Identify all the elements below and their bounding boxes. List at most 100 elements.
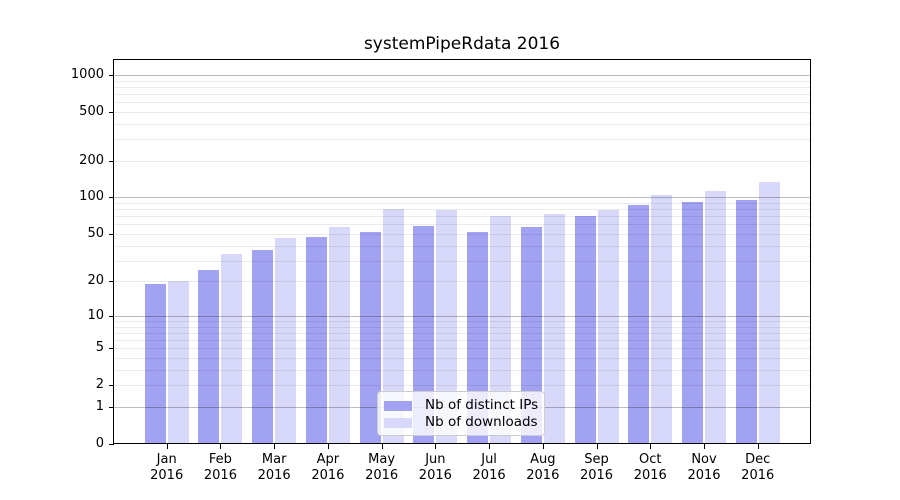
- bar-downloads: [167, 281, 189, 444]
- x-tick-mark: [596, 444, 598, 449]
- bar-downloads: [543, 214, 565, 444]
- y-tick-label: 2: [95, 377, 104, 393]
- bar-distinct-ips: [735, 200, 757, 444]
- gridline-minor: [114, 102, 811, 104]
- bar-distinct-ips: [252, 249, 274, 444]
- y-tick-mark: [109, 281, 114, 283]
- gridline-minor: [114, 86, 811, 88]
- gridline-minor: [114, 369, 811, 371]
- gridline-minor: [114, 281, 811, 283]
- legend-row-downloads: Nb of downloads: [384, 414, 544, 431]
- x-tick-mark: [650, 444, 652, 449]
- bar-distinct-ips: [359, 231, 381, 444]
- x-tick-label: Oct 2016: [633, 452, 667, 483]
- y-tick-label: 5: [95, 340, 104, 356]
- gridline-minor: [114, 80, 811, 82]
- gridline-minor: [114, 332, 811, 334]
- bar-downloads: [275, 238, 297, 444]
- bar-downloads: [436, 209, 458, 444]
- x-tick-label: Jan 2016: [150, 452, 184, 483]
- gridline-minor: [114, 358, 811, 360]
- bar-distinct-ips: [413, 226, 435, 444]
- x-tick-label: Jul 2016: [472, 452, 506, 483]
- x-tick-mark: [704, 444, 705, 449]
- y-tick-mark: [109, 111, 114, 113]
- x-tick-label: Dec 2016: [741, 452, 775, 483]
- gridline-minor: [114, 93, 811, 95]
- y-tick-label: 1000: [70, 66, 104, 82]
- x-tick-label: Nov 2016: [687, 452, 721, 483]
- x-tick-label: Feb 2016: [203, 452, 237, 483]
- y-tick-mark: [109, 160, 114, 162]
- gridline-minor: [114, 111, 811, 113]
- x-tick-mark: [381, 444, 383, 449]
- y-tick-label: 0: [95, 436, 104, 451]
- bar-downloads: [705, 191, 726, 444]
- bar-downloads: [597, 209, 619, 444]
- y-tick-mark: [109, 385, 114, 387]
- y-tick-mark: [109, 406, 114, 408]
- gridline-minor: [114, 245, 811, 247]
- legend-label-distinct-ips: Nb of distinct IPs: [425, 397, 539, 413]
- y-tick-mark: [109, 197, 114, 199]
- gridline-major: [114, 74, 811, 76]
- y-tick-mark: [109, 74, 114, 76]
- x-tick-mark: [489, 444, 491, 449]
- legend-row-distinct-ips: Nb of distinct IPs: [384, 397, 544, 414]
- y-tick-mark: [109, 444, 114, 445]
- x-tick-label: Jun 2016: [418, 452, 452, 483]
- chart-title: systemPipeRdata 2016: [363, 34, 561, 54]
- gridline-minor: [114, 209, 811, 211]
- gridline-minor: [114, 340, 811, 342]
- gridline-major: [114, 197, 811, 199]
- y-tick-mark: [109, 233, 114, 235]
- gridline-minor: [114, 160, 811, 162]
- bar-downloads: [490, 216, 512, 444]
- y-tick-label: 500: [79, 103, 104, 119]
- x-tick-mark: [274, 444, 276, 449]
- gridline-minor: [114, 139, 811, 141]
- x-tick-label: Sep 2016: [579, 452, 614, 483]
- legend-label-downloads: Nb of downloads: [425, 414, 538, 430]
- gridline-minor: [114, 203, 811, 205]
- bar-distinct-ips: [574, 216, 596, 444]
- y-tick-label: 10: [87, 307, 104, 323]
- x-tick-mark: [327, 444, 329, 449]
- bar-distinct-ips: [520, 227, 542, 444]
- bar-downloads: [382, 208, 404, 444]
- y-tick-label: 1: [95, 398, 104, 414]
- gridline-minor: [114, 326, 811, 328]
- x-tick-mark: [220, 444, 222, 449]
- y-tick-label: 20: [87, 273, 104, 289]
- gridline-minor: [114, 385, 811, 387]
- gridline-minor: [114, 260, 811, 262]
- bar-distinct-ips: [628, 204, 650, 444]
- x-tick-mark: [435, 444, 437, 449]
- bar-downloads: [758, 181, 780, 444]
- legend-swatch-downloads: [384, 417, 412, 428]
- legend-swatch-distinct-ips: [384, 400, 412, 411]
- x-tick-mark: [757, 444, 759, 449]
- bar-downloads: [221, 254, 243, 444]
- bar-distinct-ips: [305, 237, 327, 444]
- y-tick-label: 200: [79, 152, 104, 168]
- bar-distinct-ips: [198, 269, 220, 444]
- gridline-minor: [114, 224, 811, 226]
- gridline-minor: [114, 216, 811, 218]
- legend: Nb of distinct IPs Nb of downloads: [377, 391, 545, 436]
- gridline-minor: [114, 348, 811, 350]
- y-tick-label: 100: [79, 189, 104, 205]
- x-tick-label: Aug 2016: [526, 452, 560, 483]
- x-tick-label: May 2016: [365, 452, 399, 483]
- x-tick-label: Apr 2016: [311, 452, 345, 483]
- bar-distinct-ips: [144, 283, 166, 444]
- gridline-minor: [114, 321, 811, 322]
- y-tick-mark: [109, 348, 114, 350]
- x-tick-mark: [166, 444, 168, 449]
- bar-distinct-ips: [467, 231, 489, 444]
- y-tick-mark: [109, 315, 114, 317]
- gridline-minor: [114, 233, 811, 235]
- bar-downloads: [328, 227, 350, 444]
- gridline-minor: [114, 123, 811, 125]
